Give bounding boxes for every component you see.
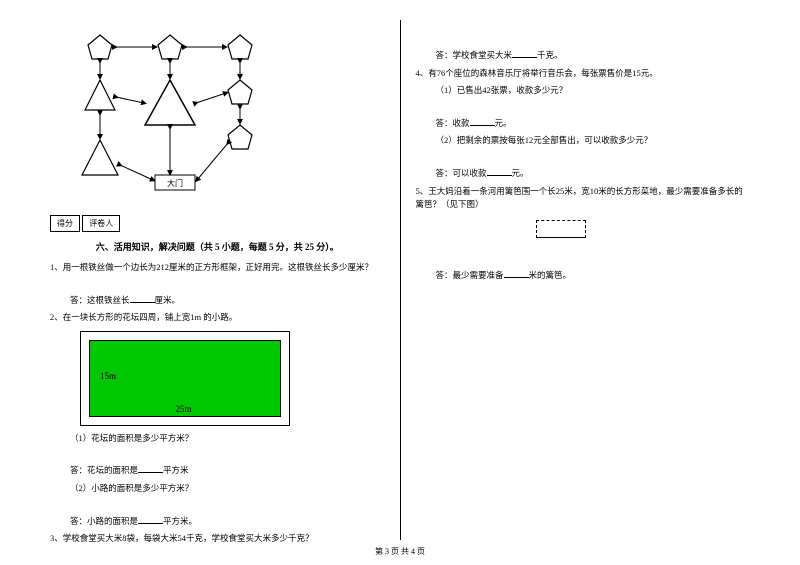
triangle-icon	[82, 140, 118, 175]
pentagon-icon	[158, 35, 182, 59]
question-4-2-answer: 答：可以收款 元。	[416, 166, 751, 181]
page: 大门	[0, 0, 800, 565]
left-column: 大门	[40, 20, 395, 540]
answer-prefix: 答：收款	[436, 118, 470, 128]
question-2-1: （1）花坛的面积是多少平方米？	[50, 432, 385, 446]
fence-diagram	[416, 216, 751, 240]
triangle-icon	[145, 80, 195, 125]
question-4-1: （1）已售出42张票，收款多少元？	[416, 84, 751, 98]
answer-unit: 平方米	[163, 465, 189, 475]
question-2-2: （2）小路的面积是多少平方米？	[50, 482, 385, 496]
pentagon-icon	[228, 80, 252, 104]
question-1-answer: 答：这根铁丝长 厘米。	[50, 293, 385, 308]
answer-prefix: 答：最少需要准备	[436, 270, 504, 280]
answer-unit: 元。	[495, 118, 512, 128]
answer-unit: 厘米。	[155, 295, 181, 305]
question-2-2-answer: 答：小路的面积是 平方米。	[50, 514, 385, 529]
question-5-answer: 答：最少需要准备 米的篱笆。	[416, 268, 751, 283]
score-cell: 得分	[50, 215, 80, 232]
blank-field[interactable]	[487, 166, 512, 176]
section-title: 六、活用知识，解决问题（共 5 小题，每题 5 分，共 25 分）。	[50, 240, 385, 253]
question-5: 5、王大妈沿着一条河用篱笆围一个长25米，宽10米的长方形菜地，最少需要准备多长…	[416, 185, 751, 212]
diagram-svg: 大门	[70, 25, 270, 205]
pentagon-icon	[228, 125, 252, 149]
width-label: 25m	[176, 404, 192, 414]
answer-unit: 米的篱笆。	[529, 270, 572, 280]
question-2-1-answer: 答：花坛的面积是 平方米	[50, 463, 385, 478]
blank-field[interactable]	[470, 116, 495, 126]
question-2: 2、在一块长方形的花坛四周，铺上宽1m 的小路。	[50, 311, 385, 325]
blank-field[interactable]	[138, 514, 163, 524]
dashed-rect-icon	[536, 220, 586, 238]
blank-field[interactable]	[504, 268, 529, 278]
answer-prefix: 答：花坛的面积是	[70, 465, 138, 475]
pentagon-icon	[228, 35, 252, 59]
answer-unit: 平方米。	[163, 516, 197, 526]
answer-prefix: 答：小路的面积是	[70, 516, 138, 526]
blank-field[interactable]	[138, 463, 163, 473]
question-1: 1、用一根铁丝做一个边长为212厘米的正方形框架，正好用完。这根铁丝长多少厘米？	[50, 261, 385, 275]
question-4-2: （2）把剩余的票按每张12元全部售出，可以收款多少元？	[416, 134, 751, 148]
flowerbed-inner: 15m 25m	[89, 340, 281, 417]
height-label: 15m	[100, 371, 116, 381]
flowerbed-diagram: 15m 25m	[80, 331, 290, 426]
question-3-answer: 答：学校食堂买大米 千克。	[416, 48, 751, 63]
page-footer: 第 3 页 共 4 页	[0, 546, 800, 557]
blank-field[interactable]	[130, 293, 155, 303]
answer-prefix: 答：这根铁丝长	[70, 295, 130, 305]
right-column: 答：学校食堂买大米 千克。 4、有76个座位的森林音乐厅将举行音乐会，每张票售价是…	[406, 20, 761, 540]
answer-unit: 千克。	[537, 50, 563, 60]
column-divider	[400, 20, 401, 540]
answer-prefix: 答：可以收款	[436, 168, 487, 178]
answer-prefix: 答：学校食堂买大米	[436, 50, 513, 60]
grader-cell: 评卷人	[82, 215, 120, 232]
question-3: 3、学校食堂买大米8袋，每袋大米54千克，学校食堂买大米多少千克？	[50, 532, 385, 546]
pentagon-icon	[88, 35, 112, 59]
shapes-diagram: 大门	[70, 25, 270, 205]
door-label: 大门	[167, 178, 183, 188]
answer-unit: 元。	[512, 168, 529, 178]
score-row: 得分 评卷人	[50, 215, 385, 236]
blank-field[interactable]	[512, 48, 537, 58]
triangle-icon	[85, 80, 115, 110]
question-4-1-answer: 答：收款 元。	[416, 116, 751, 131]
question-4: 4、有76个座位的森林音乐厅将举行音乐会，每张票售价是15元。	[416, 67, 751, 81]
